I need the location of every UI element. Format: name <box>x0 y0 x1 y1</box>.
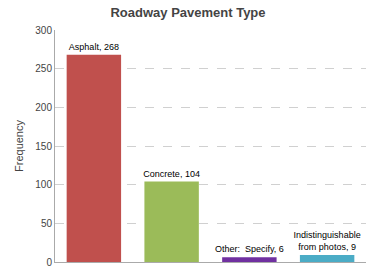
svg-text:Indistinguishablefrom photos,: Indistinguishablefrom photos, 9 <box>294 230 361 252</box>
svg-text:Other: Specify, 6: Other: Specify, 6 <box>215 244 284 254</box>
svg-text:300: 300 <box>35 25 52 36</box>
svg-text:Frequency: Frequency <box>13 120 25 172</box>
svg-text:250: 250 <box>35 63 52 74</box>
svg-text:Concrete, 104: Concrete, 104 <box>143 169 200 179</box>
svg-text:150: 150 <box>35 141 52 152</box>
svg-text:Roadway Pavement Type: Roadway Pavement Type <box>110 5 265 20</box>
svg-text:50: 50 <box>41 218 53 229</box>
svg-text:Asphalt, 268: Asphalt, 268 <box>69 42 119 52</box>
svg-text:100: 100 <box>35 179 52 190</box>
svg-text:200: 200 <box>35 102 52 113</box>
svg-text:0: 0 <box>46 257 52 268</box>
